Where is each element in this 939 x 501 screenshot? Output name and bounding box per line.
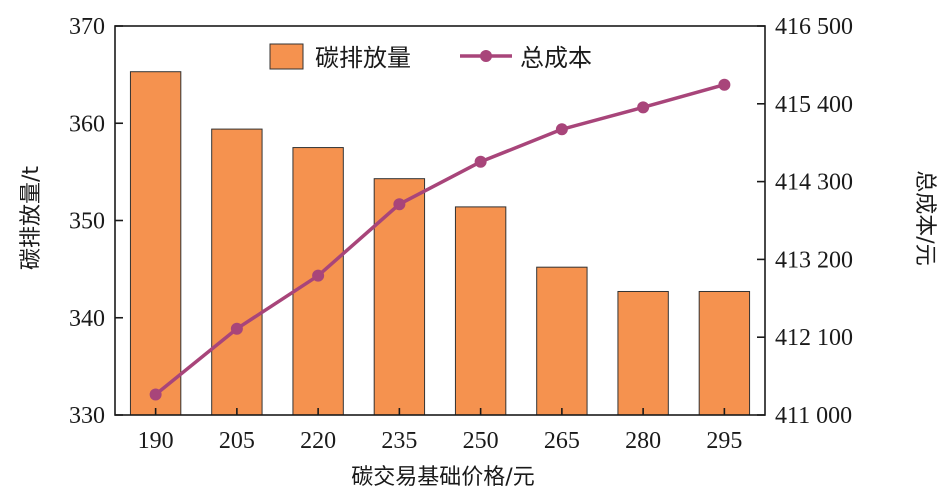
- bar-190: [129, 71, 182, 416]
- line-group: [149, 78, 731, 401]
- legend-line-label: 总成本: [520, 44, 592, 72]
- total-cost-point-265: [555, 123, 568, 136]
- y-tick-label: 370: [69, 14, 105, 40]
- bar-235: [373, 178, 426, 416]
- total-cost-point-280: [637, 101, 650, 114]
- bar-205: [211, 128, 263, 416]
- x-tick-label: 235: [381, 428, 417, 454]
- x-tick-label: 205: [219, 428, 255, 454]
- bars-group: [129, 71, 751, 416]
- y2-tick-label: 413 200: [775, 247, 853, 273]
- bar-280: [617, 290, 669, 416]
- legend: 碳排放量 总成本: [269, 43, 592, 72]
- legend-bar-label: 碳排放量: [315, 44, 411, 72]
- x-tick-label: 190: [138, 428, 174, 454]
- x-tick-label: 220: [300, 428, 336, 454]
- y2-tick-label: 416 500: [775, 14, 853, 40]
- x-tick-label: 280: [625, 428, 661, 454]
- y2-tick-label: 412 100: [775, 325, 853, 351]
- bar-265: [536, 266, 588, 416]
- total-cost-point-205: [230, 322, 243, 335]
- y-tick-label: 360: [69, 111, 105, 137]
- y2-tick-label: 414 300: [775, 170, 853, 196]
- y2-tick-label: 415 400: [775, 92, 853, 118]
- y-tick-label: 340: [69, 306, 105, 332]
- y-axis-title: 碳排放量/t: [19, 166, 44, 270]
- total-cost-point-190: [149, 388, 162, 401]
- y2-tick-label: 411 000: [775, 403, 852, 429]
- bar-295: [698, 290, 751, 416]
- total-cost-point-295: [718, 78, 731, 91]
- y2-axis-title: 总成本/元: [912, 170, 937, 265]
- left-axis: 330 340 350 360 370: [69, 14, 123, 429]
- x-tick-label: 265: [544, 428, 580, 454]
- legend-line-marker: [480, 50, 492, 62]
- total-cost-point-250: [474, 155, 487, 168]
- total-cost-point-220: [312, 269, 325, 282]
- x-tick-label: 295: [706, 428, 742, 454]
- right-axis: 411 000 412 100 413 200 414 300 415 400 416 5…: [757, 14, 853, 429]
- y-tick-label: 350: [69, 209, 105, 235]
- x-axis-title: 碳交易基础价格/元: [351, 465, 534, 490]
- x-axis: 190 205 220 235 250 265 280 295: [138, 408, 742, 454]
- x-tick-label: 250: [463, 428, 499, 454]
- total-cost-line: [154, 83, 725, 396]
- y-tick-label: 330: [69, 403, 105, 429]
- total-cost-point-235: [393, 198, 406, 211]
- bar-250: [454, 206, 507, 416]
- legend-bar-swatch: [269, 43, 304, 70]
